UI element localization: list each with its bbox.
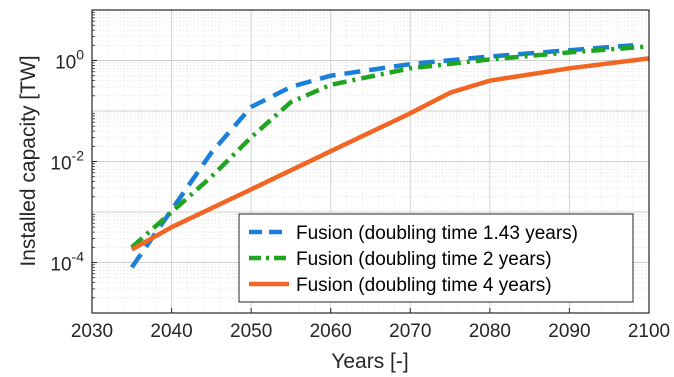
legend-label-series-2: Fusion (doubling time 2 years) — [296, 249, 552, 270]
x-tick-label: 2090 — [548, 321, 590, 342]
x-axis-label: Years [-] — [331, 350, 408, 373]
series-line-2 — [130, 44, 650, 249]
y-tick-label-exponent: -2 — [72, 148, 85, 164]
y-tick-label: 100 — [55, 47, 84, 74]
x-tick-label: 2030 — [71, 321, 113, 342]
y-tick-label-exponent: -4 — [72, 249, 85, 265]
x-tick-label: 2060 — [310, 321, 352, 342]
series-line-1 — [129, 43, 634, 269]
y-tick-label-base: 10 — [50, 154, 71, 175]
x-tick-label: 2040 — [150, 321, 192, 342]
y-tick-label-exponent: 0 — [76, 47, 84, 63]
legend-label-series-3: Fusion (doubling time 4 years) — [296, 275, 552, 296]
y-tick-label: 10-2 — [50, 148, 84, 175]
y-tick-label-base: 10 — [55, 53, 76, 74]
series-layer — [129, 43, 650, 269]
x-tick-label: 2070 — [389, 321, 431, 342]
series-line-3 — [130, 56, 650, 252]
legend: Fusion (doubling time 1.43 years) Fusion… — [238, 213, 634, 303]
y-tick-label-base: 10 — [50, 255, 71, 276]
legend-label-series-1: Fusion (doubling time 1.43 years) — [296, 223, 578, 244]
x-axis-ticks: 2030 2040 2050 2060 2070 2080 2090 2100 — [71, 308, 670, 342]
x-tick-label: 2100 — [628, 321, 670, 342]
x-tick-label: 2050 — [230, 321, 272, 342]
y-axis-label: Installed capacity [TW] — [17, 55, 40, 266]
y-axis-ticks: 10-410-2100 — [50, 11, 97, 299]
y-tick-label: 10-4 — [50, 249, 84, 276]
x-tick-label: 2080 — [469, 321, 511, 342]
legend-box — [238, 213, 634, 303]
